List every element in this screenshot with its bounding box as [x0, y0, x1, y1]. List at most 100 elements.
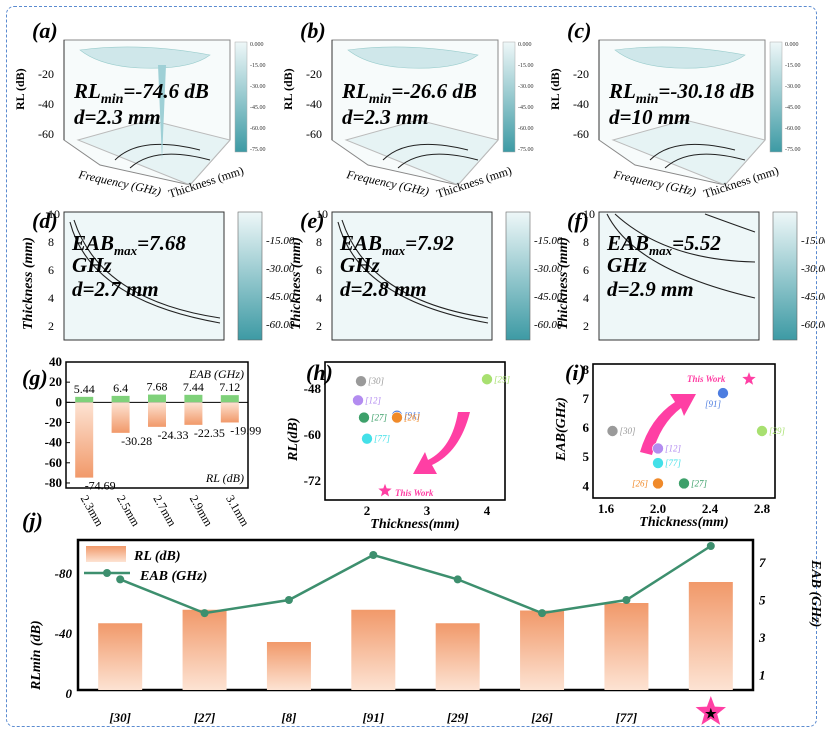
plot-frame	[76, 538, 755, 692]
this-work-label: This Work	[687, 374, 726, 384]
colorbar	[769, 41, 783, 153]
y-tick: 8	[583, 362, 590, 377]
rl-value-label: -30.28	[121, 434, 152, 448]
right-axis-label: EAB (GHz)	[808, 559, 823, 627]
colorbar	[237, 211, 263, 341]
colorbar-tick: -75.00	[250, 147, 266, 153]
x-tick: 1.6	[598, 501, 615, 516]
eab-prefix: EAB	[606, 231, 649, 255]
y-tick: 8	[48, 235, 54, 249]
legend-eab: EAB (GHz)	[188, 367, 244, 381]
z-tick: -40	[306, 97, 322, 111]
panel-a-label: (a)	[32, 18, 58, 43]
legend-eab-label: EAB (GHz)	[139, 569, 207, 584]
colorbar-tick: -30.00	[785, 84, 801, 90]
eab-sub: max	[382, 243, 406, 258]
right-tick: 7	[759, 555, 766, 570]
z-axis-label: RL (dB)	[281, 68, 295, 110]
legend-rl-swatch	[86, 546, 126, 562]
surface	[347, 46, 479, 69]
eab-bar	[220, 395, 239, 403]
point-label: [30]	[620, 426, 637, 436]
rl-bar	[351, 609, 396, 690]
y-tick: 2	[316, 319, 322, 333]
colorbar-tick: -15.00	[250, 63, 266, 69]
thickness-annotation: d=2.7 mm	[72, 277, 159, 301]
contour-line	[73, 219, 221, 319]
y-tick: 10	[48, 207, 60, 221]
y-tick: 4	[583, 478, 590, 493]
eab-unit: GHz	[72, 253, 113, 277]
x-tick: 2.5mm	[114, 493, 143, 530]
colorbar-tick: -75.00	[518, 147, 534, 153]
data-point	[652, 442, 664, 455]
legend-rl-label: RL (dB)	[133, 549, 181, 564]
z-tick: -40	[573, 97, 589, 111]
eab-annotation: EABmax=7.92	[339, 231, 454, 258]
eab-point	[284, 596, 293, 604]
data-point	[756, 425, 768, 437]
panel-b-label: (b)	[300, 18, 326, 43]
right-tick: 3	[758, 630, 766, 645]
left-tick: 0	[66, 686, 73, 701]
contour-line	[704, 213, 756, 233]
legend-rl: RL (dB)	[205, 471, 244, 485]
this-work-marker	[378, 483, 392, 497]
thickness-annotation: d=10 mm	[609, 105, 690, 129]
base-plane	[344, 119, 499, 186]
rl-bar	[182, 609, 227, 690]
legend-eab-dot	[103, 569, 111, 577]
colorbar-tick: 0.000	[518, 42, 532, 48]
eab-annotation: EABmax=5.52	[606, 231, 721, 258]
eab-point	[453, 575, 462, 584]
point-label: [77]	[665, 458, 682, 468]
base-plane	[76, 119, 231, 186]
y-tick: -80	[45, 475, 62, 490]
colorbar-tick: -15.00	[785, 63, 801, 69]
x-tick-star	[695, 696, 726, 725]
panel-d: (d)10 8 6 4 2 Thickness (mm) -15.00 -30.00 -45.0…	[21, 207, 295, 341]
rl-bar	[266, 642, 311, 690]
y-tick: 2	[583, 319, 589, 333]
colorbar-tick: -30.00	[250, 84, 266, 90]
x-tick: [27]	[194, 710, 216, 725]
x-tick: 3	[424, 503, 431, 518]
point-label: [26]	[632, 478, 649, 488]
contour-line	[649, 143, 736, 161]
colorbar-tick: -60.00	[266, 319, 295, 331]
x-tick: [26]	[531, 710, 553, 725]
rl-bar	[604, 603, 649, 690]
plot-frame	[324, 361, 506, 501]
y-tick: 8	[316, 235, 322, 249]
eab-point	[622, 596, 631, 604]
x-tick: 3.1mm	[223, 493, 252, 530]
rl-value: =-74.6 dB	[123, 79, 208, 103]
z-tick: -20	[573, 67, 589, 81]
data-point	[355, 375, 367, 387]
colorbar-tick: -30.00	[266, 263, 295, 275]
rl-bar	[220, 402, 239, 423]
colorbar-tick: -15.00	[534, 235, 563, 247]
point-label: [27]	[371, 413, 388, 423]
y-tick: 2	[48, 319, 54, 333]
figure-frame	[6, 6, 817, 727]
colorbar	[234, 41, 248, 153]
x-tick: [91]	[362, 710, 384, 725]
y-tick: 6	[583, 420, 590, 435]
y-tick: 6	[583, 263, 589, 277]
y-tick: 4	[48, 291, 54, 305]
point-label: [91]	[705, 399, 722, 409]
point-label: [12]	[365, 395, 382, 405]
panel-e-label: (e)	[300, 208, 324, 233]
rl-prefix: RL	[73, 79, 101, 103]
data-point	[481, 373, 493, 386]
z-axis-label: RL (dB)	[13, 68, 27, 110]
z-tick: -60	[573, 127, 589, 141]
point-label: [27]	[691, 478, 708, 488]
rl-min-annotation: RLmin=-30.18 dB	[608, 79, 754, 107]
x-tick: 2.9mm	[187, 493, 216, 530]
point-label: [91]	[404, 411, 421, 421]
rl-value-label: -19.99	[230, 423, 261, 437]
z-axis-label: RL (dB)	[548, 68, 562, 110]
